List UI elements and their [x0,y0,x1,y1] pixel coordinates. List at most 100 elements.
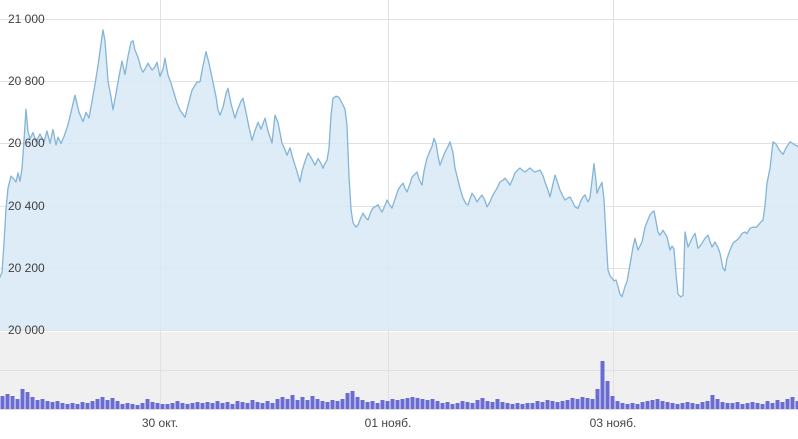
volume-bar [620,403,625,409]
volume-bar [320,401,325,409]
volume-bar [100,397,105,409]
volume-bar [560,401,565,409]
volume-bar [5,394,10,409]
volume-bar [110,398,115,409]
volume-bar [225,402,230,409]
volume-bar [605,381,610,409]
volume-bar [440,403,445,409]
volume-bar [610,396,615,409]
volume-bar [195,402,200,409]
volume-bar [55,401,60,409]
volume-bar [340,399,345,409]
volume-bar [370,401,375,409]
volume-bar [695,404,700,409]
volume-bar [505,403,510,409]
volume-bar [230,404,235,409]
volume-bar [105,400,110,409]
volume-bar [325,402,330,409]
volume-bar [305,400,310,409]
volume-bar [630,403,635,409]
volume-bar [435,401,440,409]
volume-bar [20,389,25,409]
volume-bar [450,404,455,409]
volume-bar [140,403,145,409]
volume-bar [50,402,55,409]
volume-bar [670,403,675,409]
volume-bar [705,401,710,409]
volume-bar [355,397,360,409]
volume-bar [740,404,745,409]
volume-bar [415,398,420,409]
volume-bar [685,402,690,409]
volume-bar [150,402,155,409]
volume-bar [640,402,645,409]
volume-bar [360,400,365,409]
y-axis-label-20400: 20 400 [8,198,45,213]
volume-bar [420,399,425,409]
volume-bar [530,403,535,409]
x-axis-label-oct30: 30 окт. [141,416,179,430]
volume-bar [125,403,130,409]
volume-bar [380,400,385,409]
volume-bar [565,400,570,409]
volume-bar [410,397,415,409]
volume-bar [200,403,205,409]
volume-bar [245,403,250,409]
volume-bar [45,401,50,409]
volume-bar [780,402,785,409]
volume-bar [35,400,40,409]
volume-bar [30,397,35,409]
x-axis-label-nov03: 03 нояб. [589,416,637,430]
volume-bar [315,399,320,409]
volume-bar [285,399,290,409]
volume-bar [680,403,685,409]
volume-bar [660,401,665,409]
volume-bar [155,403,160,409]
volume-bar [290,395,295,409]
volume-bar [515,403,520,409]
volume-bar [70,403,75,409]
volume-bar [65,404,70,409]
volume-bar [135,405,140,409]
volume-bar [575,399,580,409]
volume-bar [220,403,225,409]
y-axis-label-20600: 20 600 [8,136,45,151]
volume-bar [625,404,630,409]
volume-bar [175,401,180,409]
volume-bar [60,403,65,409]
volume-bar [720,402,725,409]
volume-bar [535,401,540,409]
volume-bar [525,403,530,409]
volume-bar [145,399,150,409]
volume-bar [490,402,495,409]
volume-bar [470,403,475,409]
volume-bar [75,404,80,409]
volume-bar [85,403,90,409]
volume-bar [480,398,485,409]
volume-bar [500,402,505,409]
volume-bar [580,397,585,409]
volume-bar [475,400,480,409]
volume-bar [180,403,185,409]
volume-bar [350,391,355,409]
volume-bar [265,401,270,409]
volume-bar [600,361,605,409]
volume-bar [425,400,430,409]
volume-bar [675,404,680,409]
volume-bar [255,402,260,409]
volume-bar [115,401,120,409]
volume-bar [545,400,550,409]
volume-bar [335,401,340,409]
volume-bar [80,402,85,409]
y-axis-label-20200: 20 200 [8,260,45,275]
volume-bar [510,404,515,409]
volume-bar [10,396,15,409]
volume-bar [295,400,300,409]
volume-bar [635,404,640,409]
volume-bar [385,401,390,409]
volume-bar [665,402,670,409]
volume-bar [755,403,760,409]
y-axis-label-20000: 20 000 [8,323,45,337]
volume-bar [465,402,470,409]
